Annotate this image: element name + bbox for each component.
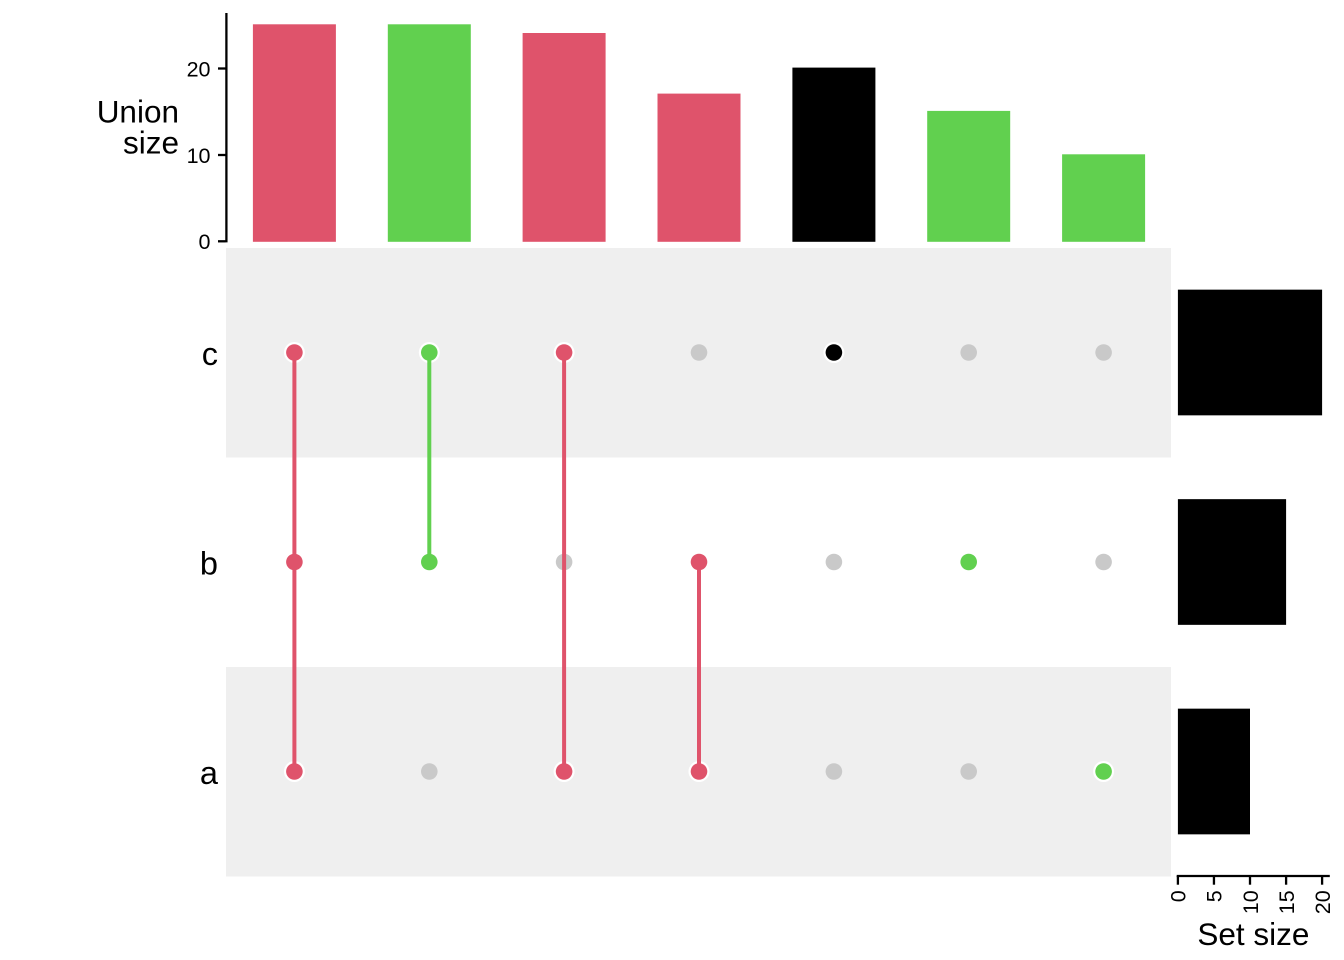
svg-text:20: 20 bbox=[187, 57, 211, 81]
svg-text:10: 10 bbox=[187, 144, 211, 168]
svg-text:Set size: Set size bbox=[1197, 916, 1309, 952]
svg-text:a: a bbox=[200, 755, 219, 791]
svg-text:0: 0 bbox=[1167, 890, 1191, 902]
svg-text:0: 0 bbox=[199, 230, 211, 254]
svg-text:c: c bbox=[202, 336, 218, 372]
svg-text:size: size bbox=[123, 125, 179, 161]
svg-text:b: b bbox=[200, 546, 218, 582]
svg-text:Union: Union bbox=[97, 94, 179, 130]
svg-text:5: 5 bbox=[1203, 890, 1227, 902]
svg-text:20: 20 bbox=[1311, 890, 1335, 914]
svg-text:15: 15 bbox=[1275, 890, 1299, 914]
svg-text:10: 10 bbox=[1239, 890, 1263, 914]
